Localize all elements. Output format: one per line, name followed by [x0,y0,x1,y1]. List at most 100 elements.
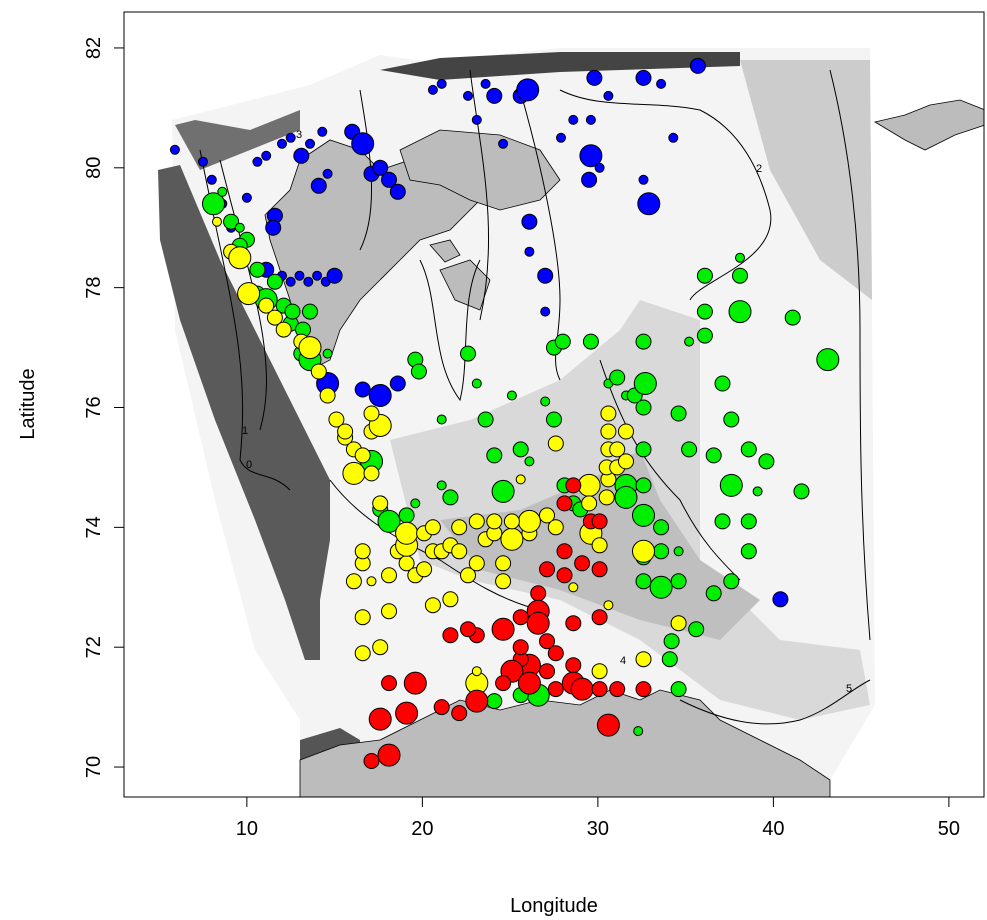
svalbard-land [429,239,461,263]
blue-station-point [463,90,473,101]
contour-line [199,149,291,491]
red-station-point [556,495,573,512]
yellow-station-point [424,597,441,614]
yellow-station-point [310,363,327,380]
blue-station-point [381,171,397,188]
green-station-point [302,303,318,320]
yellow-station-point [632,539,655,563]
blue-station-point [668,132,679,143]
yellow-station-point [547,519,564,536]
green-station-point [752,486,763,497]
blue-station-point [585,114,596,125]
green-station-point [614,485,638,509]
yellow-station-point [416,561,433,578]
y-tick-label: 76 [83,396,105,418]
blue-station-point [372,159,389,176]
green-station-point [436,414,447,425]
green-station-point [322,348,333,359]
blue-station-point [389,183,406,200]
blue-station-point [556,132,566,143]
yellow-station-point [354,645,371,662]
green-station-point [609,369,626,386]
blue-station-point [537,267,554,284]
yellow-station-point [495,573,512,590]
red-station-point [363,753,380,769]
green-station-point [442,489,459,506]
green-station-point [670,681,687,698]
green-station-point [217,186,228,197]
red-station-point [547,681,564,698]
y-tick-label: 72 [83,636,105,658]
blue-station-point [579,144,603,168]
blue-station-point [303,276,314,287]
red-station-point [591,609,608,626]
blue-station-point [656,78,667,89]
green-station-point [506,390,517,401]
yellow-station-point [363,405,380,422]
red-station-point [526,611,550,635]
x-tick-label: 40 [762,818,784,840]
blue-station-point [277,138,287,149]
green-station-point [758,453,775,470]
blue-station-point [285,132,296,143]
yellow-station-point [451,519,468,536]
red-station-point [491,617,515,641]
red-station-point [530,585,547,602]
y-axis-title: Latitude [17,368,39,439]
red-station-point [368,707,392,731]
blue-station-point [427,84,438,95]
green-station-point [705,585,722,602]
y-tick-label: 80 [83,157,105,179]
red-station-point [635,681,652,698]
red-station-point [565,657,582,674]
contour-line [519,89,561,381]
green-station-point [740,543,757,560]
blue-station-point [603,90,614,101]
x-tick-label: 10 [236,818,258,840]
red-station-point [539,663,555,680]
yellow-station-point [363,465,380,482]
blue-station-point [241,192,252,203]
blue-station-point [285,276,296,287]
yellow-station-point [618,423,634,440]
contour-label-5: 5 [846,683,852,695]
red-station-point [591,681,608,698]
contour-label-4: 4 [620,655,626,667]
green-station-point [740,513,757,530]
yellow-station-point [366,576,377,587]
green-station-point [249,261,266,278]
contour-line [679,679,871,725]
shaded-depth-field [740,60,872,300]
green-station-point [486,693,503,710]
blue-station-point [389,375,406,392]
yellow-station-point [460,567,476,584]
blue-station-point [169,144,180,155]
y-tick-label: 82 [83,37,105,59]
blue-station-point [265,219,282,236]
red-station-point [539,633,555,650]
yellow-station-point [381,603,397,620]
yellow-station-point [495,555,512,572]
yellow-station-point [591,537,608,554]
green-station-point [670,573,687,590]
green-station-point [491,479,515,503]
yellow-station-point [468,555,485,572]
x-tick-label: 30 [587,818,609,840]
green-station-point [202,192,225,216]
yellow-station-point [600,423,617,440]
station-points [169,57,840,769]
yellow-station-point [581,495,598,512]
green-station-point [512,441,529,458]
blue-station-point [317,126,328,137]
yellow-station-point [354,447,371,464]
blue-station-point [635,69,652,86]
green-station-point [732,267,748,284]
yellow-station-point [395,521,419,545]
yellow-station-point [515,474,526,485]
red-station-point [596,713,620,737]
green-station-point [681,441,698,458]
green-station-point [816,348,840,372]
yellow-station-point [503,513,520,530]
yellow-station-point [517,509,541,533]
yellow-station-point [372,495,389,512]
